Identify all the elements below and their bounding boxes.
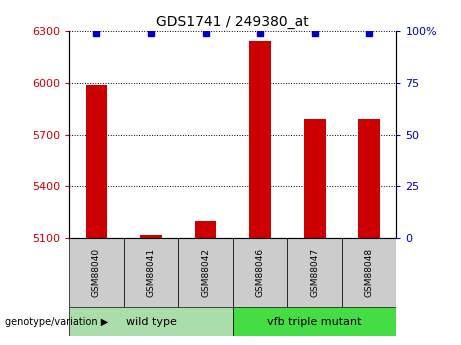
Bar (195, 221, 217, 238)
Text: wild type: wild type (125, 317, 177, 327)
Bar (358, 119, 380, 238)
Text: vfb triple mutant: vfb triple mutant (267, 317, 362, 327)
Bar (124, 238, 178, 307)
Bar (85, 85, 107, 238)
Bar (233, 307, 396, 336)
Bar (287, 238, 342, 307)
Text: GSM88047: GSM88047 (310, 248, 319, 297)
Text: GSM88046: GSM88046 (255, 248, 265, 297)
Bar (178, 238, 233, 307)
Text: genotype/variation ▶: genotype/variation ▶ (5, 317, 108, 327)
Bar (233, 238, 287, 307)
Bar (342, 238, 396, 307)
Text: GSM88041: GSM88041 (147, 248, 155, 297)
Bar (140, 235, 162, 238)
Title: GDS1741 / 249380_at: GDS1741 / 249380_at (156, 14, 309, 29)
Bar (69, 307, 233, 336)
Text: GSM88040: GSM88040 (92, 248, 101, 297)
Text: GSM88048: GSM88048 (365, 248, 374, 297)
Bar (304, 119, 325, 238)
Bar (69, 238, 124, 307)
Bar (249, 41, 271, 238)
Text: GSM88042: GSM88042 (201, 248, 210, 297)
